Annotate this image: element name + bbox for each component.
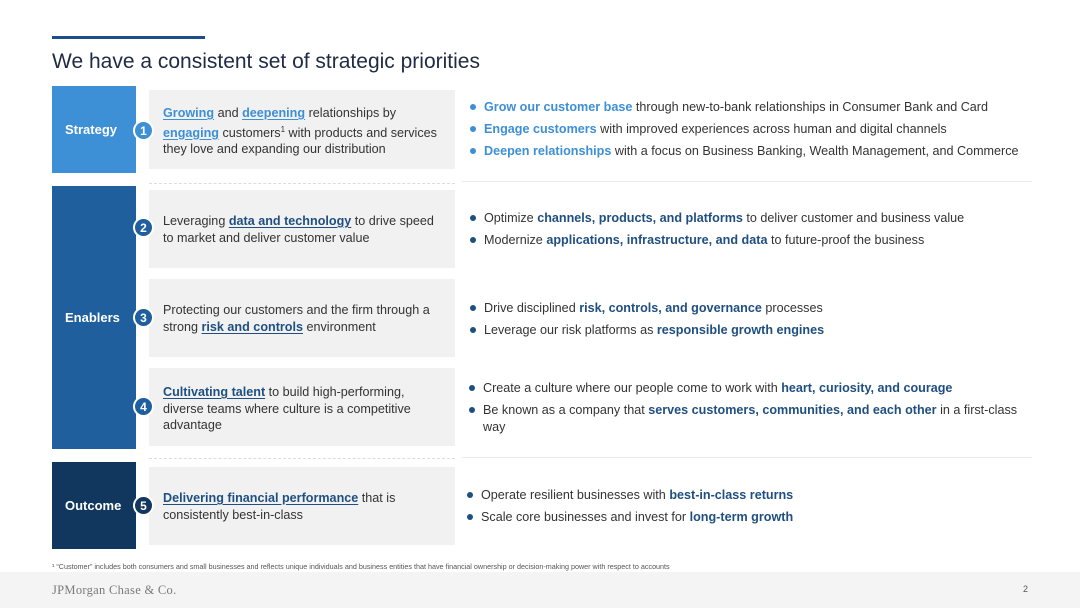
keyword-financial-performance: Delivering financial performance: [163, 491, 359, 505]
number-badge-3: 3: [133, 307, 154, 328]
section-label-enablers: Enablers: [52, 186, 136, 449]
keyword-cultivating-talent: Cultivating talent: [163, 385, 266, 399]
section-divider: [462, 181, 1032, 182]
number-badge-2: 2: [133, 217, 154, 238]
footnote-marker: 1: [280, 124, 286, 134]
keyword-deepening: deepening: [242, 106, 306, 120]
priority-box-4: Cultivating talent to build high-perform…: [149, 368, 455, 446]
keyword-growing: Growing: [163, 106, 215, 120]
keyword-engaging: engaging: [163, 125, 219, 140]
number-badge-1: 1: [133, 120, 154, 141]
bullet-list-financial: Operate resilient businesses with best-i…: [467, 487, 1027, 531]
bullet-item: Modernize applications, infrastructure, …: [470, 232, 1070, 249]
bullet-item: Scale core businesses and invest for lon…: [467, 509, 1027, 526]
footer-band: [0, 572, 1080, 608]
title-accent-bar: [52, 36, 205, 39]
section-label-outcome: Outcome: [52, 462, 136, 549]
bullet-item: Drive disciplined risk, controls, and go…: [470, 300, 1070, 317]
bullet-item: Leverage our risk platforms as responsib…: [470, 322, 1070, 339]
keyword-data-technology: data and technology: [228, 214, 352, 228]
section-label-strategy: Strategy: [52, 86, 136, 173]
priority-box-5: Delivering financial performance that is…: [149, 467, 455, 545]
bullet-item: Create a culture where our people come t…: [469, 380, 1029, 397]
section-dash-divider: [149, 183, 455, 184]
bullet-item: Be known as a company that serves custom…: [469, 402, 1029, 435]
bullet-item: Deepen relationships with a focus on Bus…: [470, 143, 1070, 160]
priority-box-1: Growing and deepening relationships by e…: [149, 90, 455, 169]
bullet-item: Engage customers with improved experienc…: [470, 121, 1070, 138]
company-logo: JPMorgan Chase & Co.: [52, 583, 177, 597]
bullet-item: Optimize channels, products, and platfor…: [470, 210, 1070, 227]
bullet-list-data-technology: Optimize channels, products, and platfor…: [470, 210, 1070, 254]
bullet-item: Operate resilient businesses with best-i…: [467, 487, 1027, 504]
priority-box-2: Leveraging data and technology to drive …: [149, 190, 455, 268]
number-badge-4: 4: [133, 396, 154, 417]
priority-box-3: Protecting our customers and the firm th…: [149, 279, 455, 357]
footnote: ¹ “Customer” includes both consumers and…: [52, 562, 670, 571]
page-title: We have a consistent set of strategic pr…: [52, 50, 480, 73]
page-number: 2: [1022, 584, 1028, 594]
section-dash-divider: [149, 458, 455, 459]
number-badge-5: 5: [133, 495, 154, 516]
bullet-list-talent: Create a culture where our people come t…: [469, 380, 1029, 441]
section-divider: [462, 457, 1032, 458]
bullet-list-strategy: Grow our customer base through new-to-ba…: [470, 99, 1070, 165]
bullet-list-risk: Drive disciplined risk, controls, and go…: [470, 300, 1070, 344]
bullet-item: Grow our customer base through new-to-ba…: [470, 99, 1070, 116]
keyword-risk-controls: risk and controls: [201, 319, 303, 334]
